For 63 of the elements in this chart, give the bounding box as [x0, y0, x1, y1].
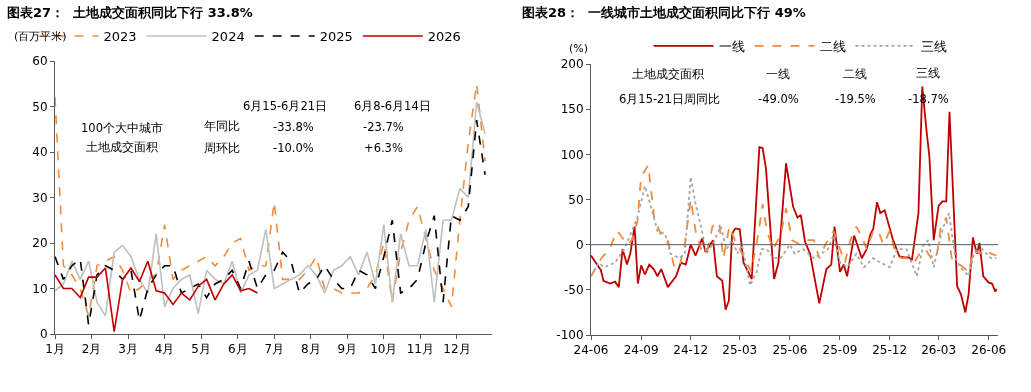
- x-tick-label: 25-06: [772, 343, 808, 358]
- legend-label: 2023: [103, 29, 137, 45]
- x-tick-label: 3月: [118, 342, 138, 357]
- annotation: -49.0%: [758, 92, 799, 106]
- x-tick-label: 9月: [337, 342, 358, 357]
- y-tick-label: 50: [32, 99, 48, 114]
- x-tick-label: 24-06: [573, 343, 609, 358]
- x-tick-label: 10月: [370, 342, 398, 357]
- legend-label: 一线: [718, 39, 745, 55]
- x-tick-label: 25-03: [722, 343, 758, 358]
- y-tick-label: 150: [560, 102, 584, 117]
- y-tick-label: 30: [32, 190, 48, 205]
- x-tick-label: 8月: [300, 342, 321, 357]
- x-tick-label: 26-03: [921, 343, 957, 358]
- x-tick-label: 26-06: [971, 343, 1007, 358]
- annotation: 6月15-21日周同比: [619, 92, 720, 106]
- legend-label: 2024: [211, 29, 245, 45]
- annotation: -23.7%: [363, 120, 404, 134]
- y-tick-label: 40: [32, 145, 48, 160]
- x-tick-label: 24-12: [673, 343, 709, 358]
- annotation: 二线: [843, 67, 867, 81]
- y-axis-title: (百万平米): [14, 30, 67, 43]
- x-tick-label: 12月: [443, 342, 471, 357]
- annotation: 土地成交面积: [86, 140, 158, 154]
- x-tick-label: 2月: [81, 342, 102, 357]
- y-tick-label: 0: [39, 327, 48, 342]
- annotation: 一线: [766, 67, 790, 81]
- annotation: -19.5%: [835, 92, 876, 106]
- chart-title: 图表27： 土地成交面积同比下行 33.8%: [7, 5, 253, 20]
- legend-label: 三线: [920, 39, 947, 55]
- annotation: 100个大中城市: [81, 121, 163, 135]
- annotation: -33.8%: [273, 120, 314, 134]
- annotation: 三线: [916, 66, 940, 80]
- legend-label: 二线: [819, 39, 846, 55]
- x-tick-label: 7月: [264, 342, 285, 357]
- x-tick-label: 1月: [45, 342, 65, 357]
- annotation: 土地成交面积: [632, 67, 704, 81]
- y-tick-label: 20: [32, 236, 48, 251]
- x-tick-label: 11月: [406, 342, 435, 357]
- x-tick-label: 25-09: [822, 343, 858, 358]
- y-tick-label: 10: [32, 281, 48, 296]
- y-tick-label: 100: [560, 147, 584, 162]
- annotation: 6月15-6月21日: [243, 99, 328, 113]
- annotation: 年同比: [204, 119, 240, 133]
- x-tick-label: 24-09: [623, 343, 659, 358]
- x-tick-label: 5月: [191, 342, 211, 357]
- y-tick-label: 0: [575, 237, 584, 252]
- chart-title: 图表28： 一线城市土地成交面积同比下行 49%: [522, 5, 806, 20]
- x-tick-label: 6月: [227, 342, 248, 357]
- annotation: 6月8-6月14日: [354, 99, 431, 113]
- annotation: -10.0%: [273, 141, 314, 155]
- x-tick-label: 4月: [154, 342, 175, 357]
- y-tick-label: 200: [560, 57, 584, 72]
- annotation: +6.3%: [364, 141, 403, 155]
- y-tick-label: -100: [556, 328, 584, 343]
- y-tick-label: 50: [568, 192, 584, 207]
- legend-label: 2025: [319, 29, 353, 45]
- y-axis-title: (%): [569, 42, 589, 55]
- x-tick-label: 25-12: [872, 343, 908, 358]
- y-tick-label: -50: [563, 283, 584, 298]
- legend-label: 2026: [427, 29, 461, 45]
- y-tick-label: 60: [32, 54, 48, 69]
- annotation: 周环比: [204, 141, 240, 155]
